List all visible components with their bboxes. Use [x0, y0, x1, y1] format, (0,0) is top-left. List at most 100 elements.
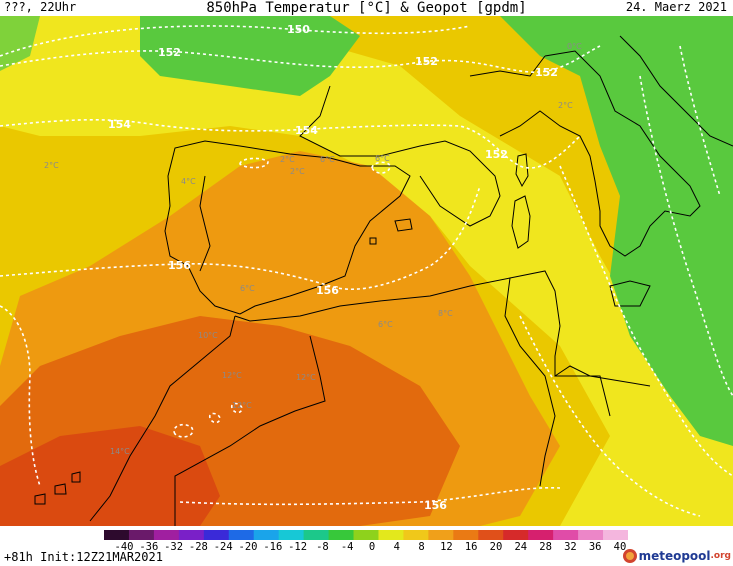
ibiza [369, 237, 377, 245]
isohypse-156-south [179, 486, 561, 506]
colorbar-tick-labels: -40 -36 -32 -28 -24 -20 -16 -12 -8 -4 0 4 8 12 16 20 24 2… [0, 541, 733, 555]
iso-label: 150 [287, 23, 310, 36]
isohypse-labels: 150 152 152 152 152 154 154 156 156 156 [108, 23, 558, 512]
iso-label: 152 [158, 46, 181, 59]
iso-label: 156 [316, 284, 339, 297]
colorbar-tick-label: 24 [514, 541, 528, 553]
libya-border [555, 375, 611, 417]
temp-label: 12°C [232, 401, 252, 410]
colorbar-tick-label: -40 [114, 541, 134, 553]
colorbar-segment [104, 530, 130, 540]
weather-map: 150 152 152 152 152 154 154 156 156 156 … [0, 16, 733, 526]
colorbar-segment [328, 530, 355, 540]
iso-label: 152 [485, 148, 508, 161]
isohypse-158-west [0, 305, 41, 487]
colorbar-tick-label: 36 [588, 541, 602, 553]
colorbar-segment [128, 530, 155, 540]
colorbar-tick-label: -36 [139, 541, 159, 553]
sicily [609, 280, 651, 307]
iso-label: 156 [168, 259, 191, 272]
isohypse-152 [0, 45, 601, 73]
canary-islands [34, 471, 81, 505]
temp-label: 6°C [378, 320, 393, 329]
iberia-coast [164, 140, 411, 315]
colorbar-tick-label: -16 [263, 541, 283, 553]
closed-high-2 [371, 161, 391, 174]
portugal-border [199, 175, 211, 272]
brand[interactable]: meteopool .org [622, 548, 731, 564]
isotherm-labels: 0°C 2°C 2°C 2°C 4°C 6°C 6°C 2°C 6°C 8°C … [44, 42, 582, 456]
temp-label: 6°C [240, 284, 255, 293]
morocco-coast [89, 315, 236, 522]
colorbar-tick-label: -8 [316, 541, 329, 553]
temp-label: 0°C [567, 42, 582, 51]
temperature-field-red-orange [0, 426, 220, 526]
footer: -40 -36 -32 -28 -24 -20 -16 -12 -8 -4 0 4 8 12 16 20 24 2… [0, 526, 733, 566]
colorbar-segment [278, 530, 305, 540]
colorbar-tick-label: 20 [489, 541, 503, 553]
closed-low-2 [208, 412, 221, 424]
north-africa-coast [234, 270, 651, 387]
sardinia [511, 195, 531, 249]
colorbar-tick-label: 40 [613, 541, 627, 553]
colorbar-segment [453, 530, 479, 540]
italy-coast [499, 50, 701, 257]
temperature-field-green-west [0, 16, 40, 71]
closed-high-1 [239, 157, 269, 169]
closed-low-3 [230, 402, 243, 414]
colorbar-segment [478, 530, 504, 540]
colorbar [104, 530, 628, 540]
temp-label: 2°C [290, 167, 305, 176]
iso-label: 156 [424, 499, 447, 512]
iso-label: 152 [415, 55, 438, 68]
temperature-field-yellow [0, 16, 733, 526]
forecast-time-label: ???, 22Uhr [4, 0, 77, 14]
colorbar-tick-label: -32 [164, 541, 184, 553]
colorbar-segment [153, 530, 180, 540]
meteopool-logo-icon [622, 549, 637, 563]
colorbar-tick-label: -4 [340, 541, 354, 553]
valid-date-label: 24. Maerz 2021 [625, 0, 727, 14]
colorbar-tick-label: -12 [288, 541, 308, 553]
temperature-field-green-east [500, 16, 733, 446]
temp-label: 12°C [222, 371, 242, 380]
colorbar-tick-label: 28 [539, 541, 552, 553]
colorbar-tick-label: -20 [238, 541, 258, 553]
colorbar-segment [553, 530, 579, 540]
map-canvas: 150 152 152 152 152 154 154 156 156 156 … [0, 16, 733, 526]
temperature-field-green-north [140, 16, 360, 96]
map-title: 850hPa Temperatur [°C] & Geopot [gpdm] [206, 0, 527, 16]
temp-label: 12°C [296, 373, 316, 382]
brand-tld: .org [710, 551, 731, 561]
colorbar-segment [528, 530, 554, 540]
corsica [515, 153, 529, 188]
colorbar-tick-label: 12 [440, 541, 453, 553]
run-info-label: +81h Init:12Z21MAR2021 [4, 550, 163, 564]
switzerland-border [469, 55, 546, 77]
colorbar-tick-label: 16 [464, 541, 478, 553]
colorbar-segment [253, 530, 280, 540]
isohypse-east-c [639, 75, 733, 397]
temp-label: 4°C [181, 177, 196, 186]
closed-low-1 [173, 423, 194, 438]
algeria-border [174, 335, 326, 526]
colorbar-segment [203, 530, 230, 540]
tunisia-border [504, 277, 556, 487]
colorbar-tick-label: 8 [418, 541, 425, 553]
coastlines [34, 35, 733, 526]
temp-label: 8°C [438, 309, 453, 318]
isohypse-154 [0, 118, 581, 169]
colorbar-tick-label: -24 [213, 541, 233, 553]
colorbar-segment [603, 530, 628, 540]
temp-label: 2°C [280, 155, 295, 164]
colorbar-segment [303, 530, 330, 540]
brand-name: meteopool [638, 549, 711, 563]
balkan-coast [619, 35, 733, 147]
colorbar-segment [403, 530, 429, 540]
france-coast [299, 85, 501, 227]
colorbar-segment [378, 530, 404, 540]
isohypse-east-a [519, 315, 701, 517]
colorbar-tick-label: 32 [564, 541, 577, 553]
header: ???, 22Uhr 850hPa Temperatur [°C] & Geop… [0, 0, 733, 16]
colorbar-segment [428, 530, 454, 540]
